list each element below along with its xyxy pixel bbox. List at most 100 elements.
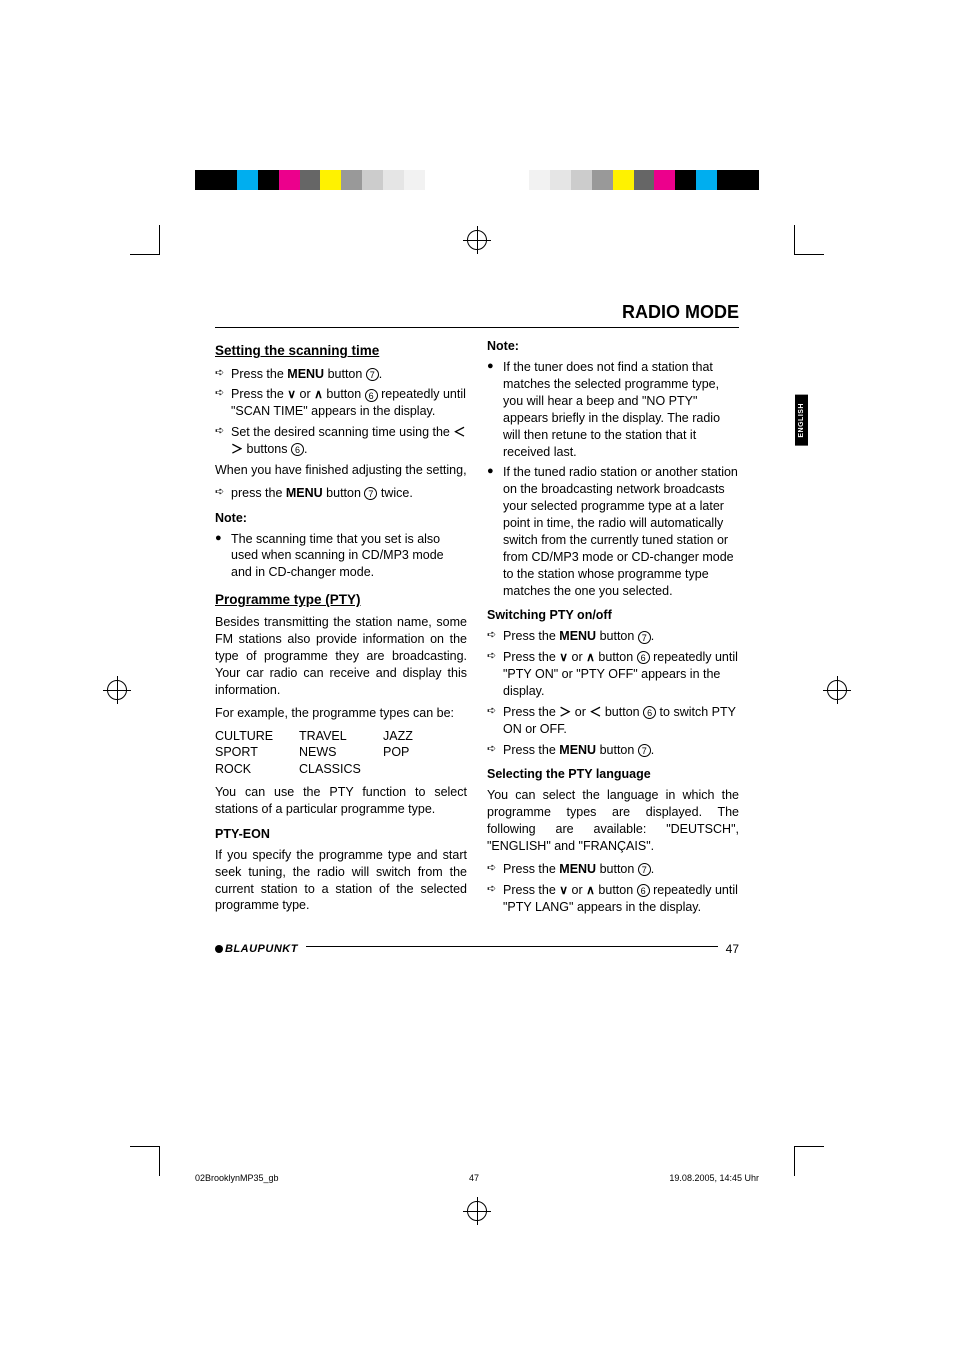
hand-icon: ➪ bbox=[487, 628, 503, 645]
pty-type: JAZZ bbox=[383, 728, 467, 745]
button-ref: 6 bbox=[643, 706, 656, 719]
registration-mark bbox=[467, 230, 487, 250]
language-tab: ENGLISH bbox=[795, 395, 808, 446]
step-text: press the MENU button 7 twice. bbox=[231, 485, 467, 502]
down-icon: ∨ bbox=[559, 882, 568, 898]
pty-type: CULTURE bbox=[215, 728, 299, 745]
note-heading: Note: bbox=[215, 510, 467, 527]
button-ref: 7 bbox=[638, 863, 651, 876]
bullet-icon: ● bbox=[487, 359, 503, 460]
hand-icon: ➪ bbox=[215, 386, 231, 420]
button-ref: 7 bbox=[638, 631, 651, 644]
pty-type: SPORT bbox=[215, 744, 299, 761]
brand-logo: BLAUPUNKT bbox=[215, 940, 298, 957]
step-item: ➪ Set the desired scanning time using th… bbox=[215, 424, 467, 458]
left-column: Setting the scanning time ➪ Press the ME… bbox=[215, 338, 467, 920]
step-text: Press the ＞ or ＜ button 6 to switch PTY … bbox=[503, 704, 739, 738]
hand-icon: ➪ bbox=[215, 366, 231, 383]
page-header: RADIO MODE bbox=[215, 300, 739, 328]
step-text: Press the MENU button 7. bbox=[231, 366, 467, 383]
step-item: ➪ Press the ∨ or ∧ button 6 repeatedly u… bbox=[487, 649, 739, 700]
paragraph: For example, the programme types can be: bbox=[215, 705, 467, 722]
hand-icon: ➪ bbox=[487, 861, 503, 878]
down-icon: ∨ bbox=[287, 386, 296, 402]
button-ref: 6 bbox=[291, 443, 304, 456]
up-icon: ∧ bbox=[314, 386, 323, 402]
note-heading: Note: bbox=[487, 338, 739, 355]
step-text: Press the ∨ or ∧ button 6 repeatedly unt… bbox=[503, 882, 739, 916]
step-item: ➪ Press the MENU button 7. bbox=[487, 628, 739, 645]
pty-type: POP bbox=[383, 744, 467, 761]
paragraph: You can select the language in which the… bbox=[487, 787, 739, 855]
up-icon: ∧ bbox=[586, 882, 595, 898]
step-item: ➪ Press the MENU button 7. bbox=[215, 366, 467, 383]
button-ref: 6 bbox=[365, 389, 378, 402]
registration-mark bbox=[467, 1201, 487, 1221]
footer-rule bbox=[306, 946, 718, 947]
up-icon: ∧ bbox=[586, 649, 595, 665]
print-slug: 02BrooklynMP35_gb 47 19.08.2005, 14:45 U… bbox=[195, 1173, 759, 1183]
heading-switch-pty: Switching PTY on/off bbox=[487, 607, 739, 624]
pty-type: CLASSICS bbox=[299, 761, 383, 778]
hand-icon: ➪ bbox=[215, 485, 231, 502]
step-item: ➪ Press the MENU button 7. bbox=[487, 861, 739, 878]
step-text: Press the MENU button 7. bbox=[503, 861, 739, 878]
section-title: RADIO MODE bbox=[622, 302, 739, 322]
crop-mark bbox=[130, 225, 160, 255]
heading-ptyeon: PTY-EON bbox=[215, 826, 467, 843]
paragraph: Besides transmitting the station name, s… bbox=[215, 614, 467, 698]
hand-icon: ➪ bbox=[215, 424, 231, 458]
step-text: Press the MENU button 7. bbox=[503, 628, 739, 645]
page-number: 47 bbox=[726, 941, 739, 957]
note-item: ● If the tuner does not find a station t… bbox=[487, 359, 739, 460]
hand-icon: ➪ bbox=[487, 742, 503, 759]
step-text: Press the MENU button 7. bbox=[503, 742, 739, 759]
left-icon: ＜ bbox=[589, 704, 601, 720]
right-icon: ＞ bbox=[231, 441, 243, 457]
pty-type: ROCK bbox=[215, 761, 299, 778]
cmyk-bar-left bbox=[195, 170, 425, 190]
button-ref: 7 bbox=[366, 368, 379, 381]
note-text: The scanning time that you set is also u… bbox=[231, 531, 467, 582]
pty-type bbox=[383, 761, 467, 778]
print-filename: 02BrooklynMP35_gb bbox=[195, 1173, 279, 1183]
bullet-icon: ● bbox=[487, 464, 503, 599]
heading-scan-time: Setting the scanning time bbox=[215, 342, 467, 360]
crop-mark bbox=[794, 225, 824, 255]
print-page: 47 bbox=[469, 1173, 479, 1183]
hand-icon: ➪ bbox=[487, 704, 503, 738]
step-text: Set the desired scanning time using the … bbox=[231, 424, 467, 458]
left-icon: ＜ bbox=[453, 424, 465, 440]
color-calibration-bars bbox=[0, 0, 954, 190]
paragraph: When you have finished adjusting the set… bbox=[215, 462, 467, 479]
step-item: ➪ Press the ∨ or ∧ button 6 repeatedly u… bbox=[215, 386, 467, 420]
note-text: If the tuned radio station or another st… bbox=[503, 464, 739, 599]
crop-mark bbox=[130, 1146, 160, 1176]
step-item: ➪ Press the ＞ or ＜ button 6 to switch PT… bbox=[487, 704, 739, 738]
button-ref: 7 bbox=[638, 744, 651, 757]
page-footer: BLAUPUNKT 47 bbox=[215, 940, 739, 957]
cmyk-bar-right bbox=[529, 170, 759, 190]
button-ref: 6 bbox=[637, 651, 650, 664]
hand-icon: ➪ bbox=[487, 649, 503, 700]
down-icon: ∨ bbox=[559, 649, 568, 665]
right-icon: ＞ bbox=[559, 704, 571, 720]
step-item: ➪ press the MENU button 7 twice. bbox=[215, 485, 467, 502]
button-ref: 7 bbox=[364, 487, 377, 500]
heading-pty: Programme type (PTY) bbox=[215, 591, 467, 609]
note-item: ● The scanning time that you set is also… bbox=[215, 531, 467, 582]
heading-pty-lang: Selecting the PTY language bbox=[487, 766, 739, 783]
page-content: RADIO MODE Setting the scanning time ➪ P… bbox=[215, 300, 739, 957]
bullet-icon: ● bbox=[215, 531, 231, 582]
button-ref: 6 bbox=[637, 884, 650, 897]
logo-dot-icon bbox=[215, 945, 223, 953]
paragraph: You can use the PTY function to select s… bbox=[215, 784, 467, 818]
paragraph: If you specify the programme type and st… bbox=[215, 847, 467, 915]
crop-mark bbox=[794, 1146, 824, 1176]
step-item: ➪ Press the ∨ or ∧ button 6 repeatedly u… bbox=[487, 882, 739, 916]
registration-mark bbox=[107, 680, 127, 700]
step-item: ➪ Press the MENU button 7. bbox=[487, 742, 739, 759]
print-date: 19.08.2005, 14:45 Uhr bbox=[669, 1173, 759, 1183]
hand-icon: ➪ bbox=[487, 882, 503, 916]
note-text: If the tuner does not find a station tha… bbox=[503, 359, 739, 460]
